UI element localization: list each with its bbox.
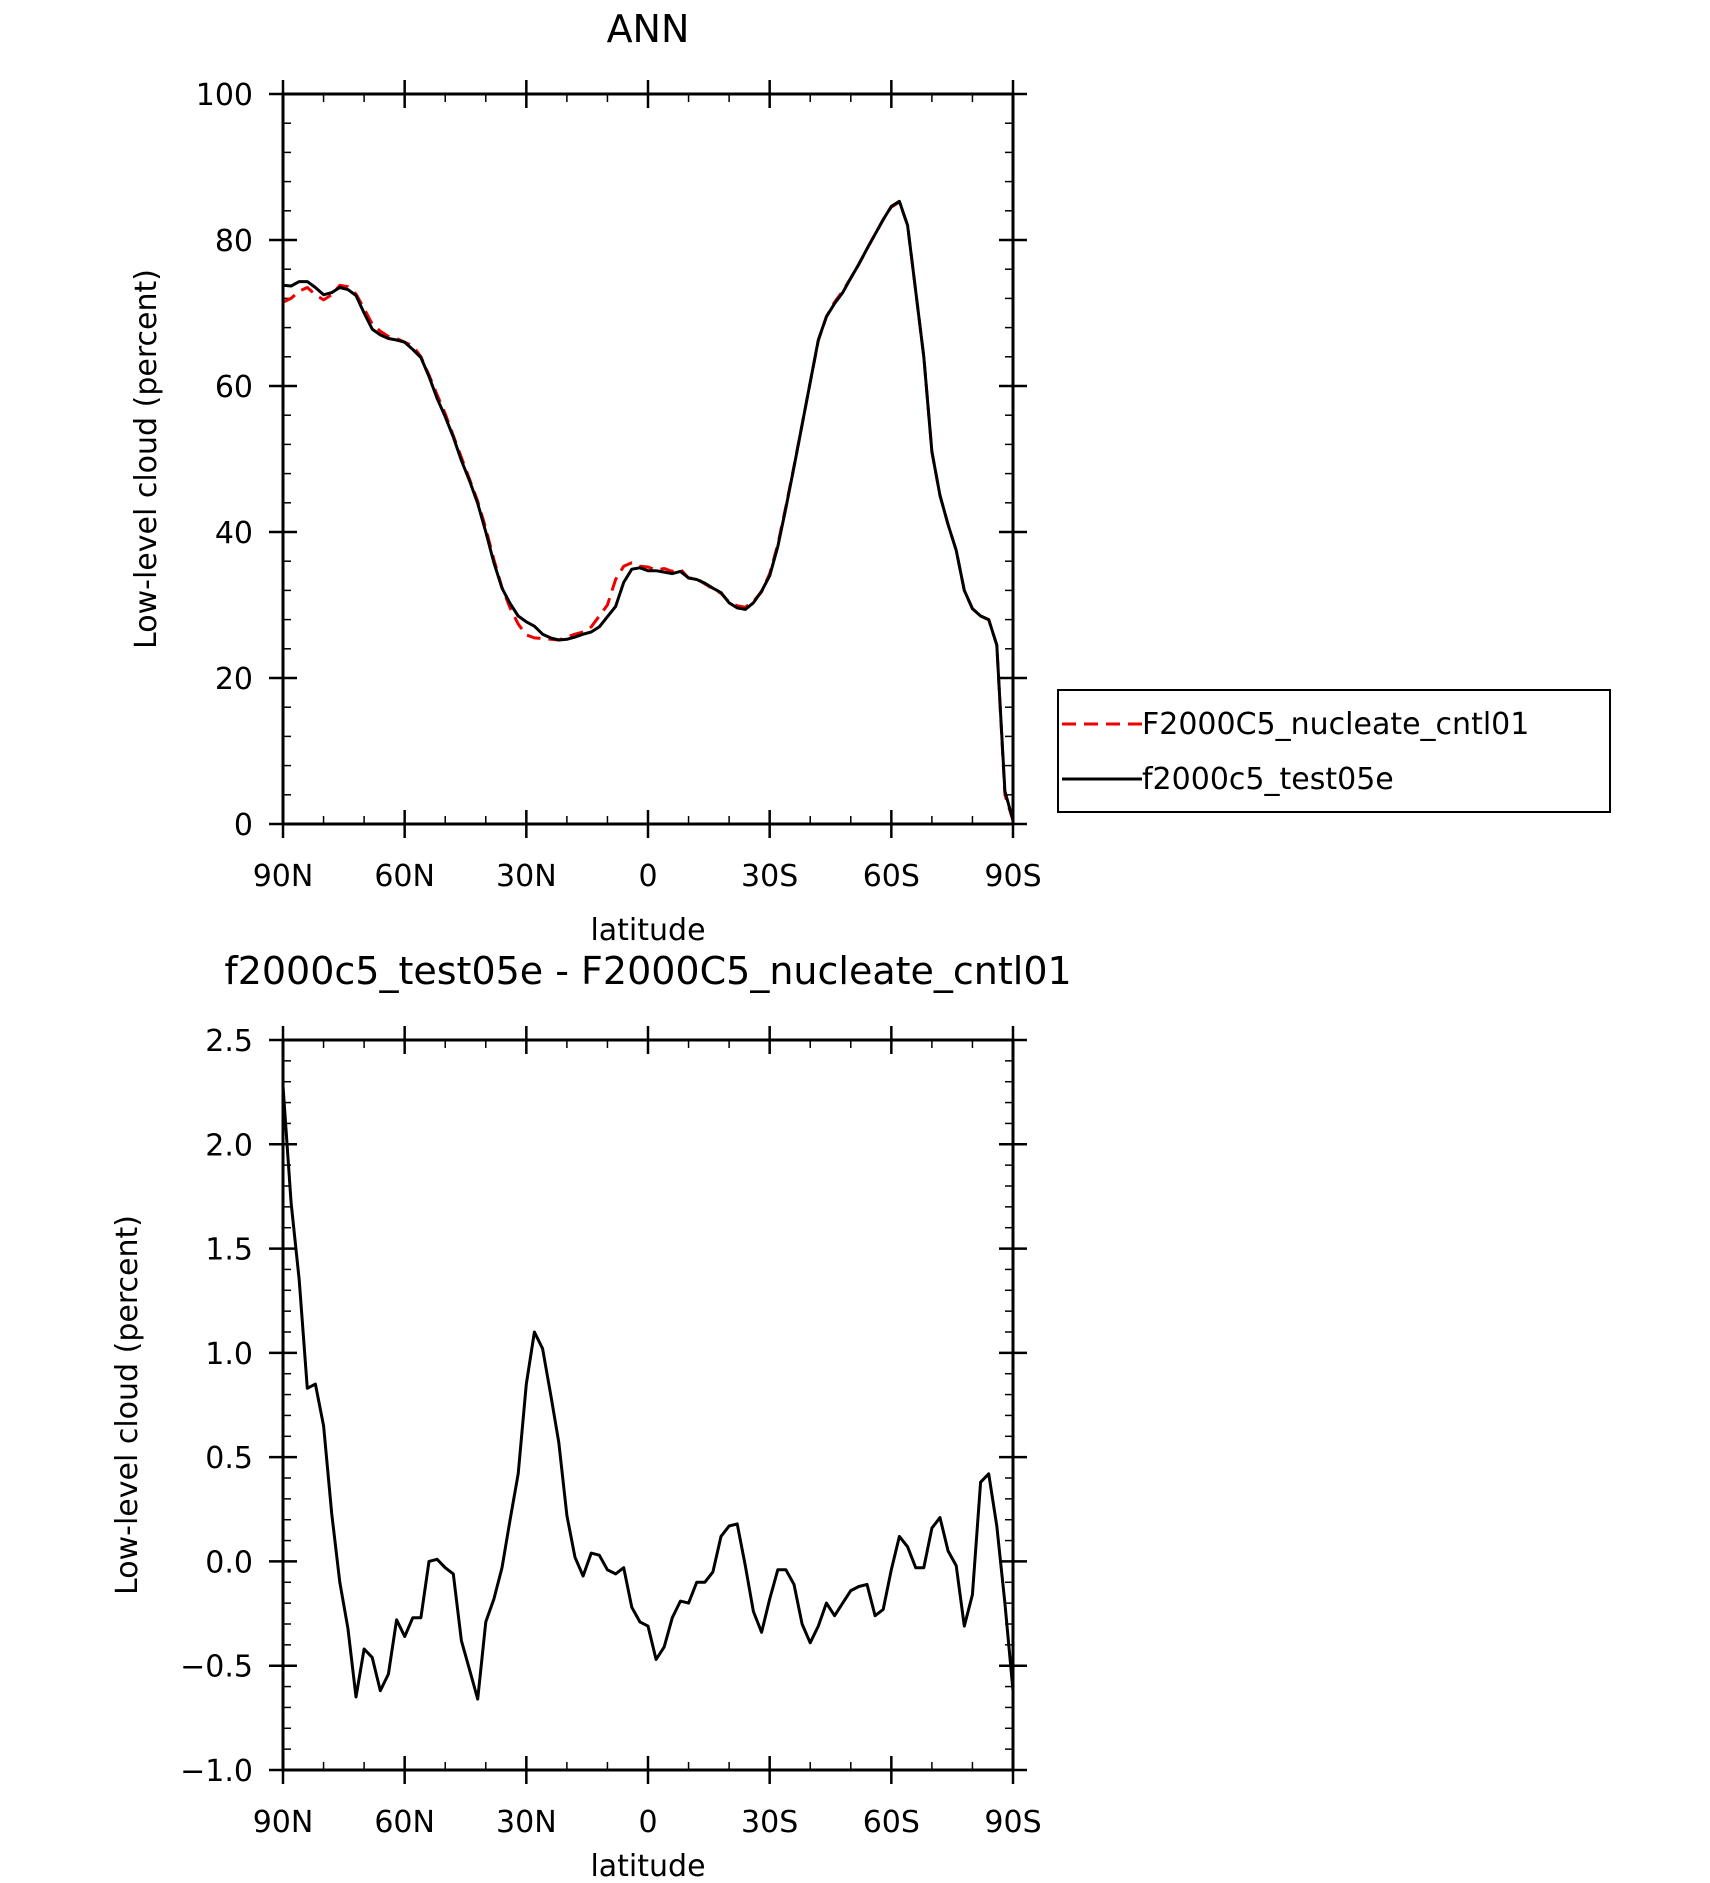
bot-x-tick-label: 30N <box>496 1805 557 1840</box>
bot-series-line-0 <box>281 1085 1015 1701</box>
legend-label-cntl: F2000C5_nucleate_cntl01 <box>1142 707 1529 742</box>
bot-x-tick-label: 90N <box>253 1805 314 1840</box>
top-y-tick-label: 80 <box>215 224 253 259</box>
bot-y-tick-label: 1.5 <box>205 1233 253 1268</box>
top-panel: ANN 0 20 40 60 80 100 90N 60N 30N 0 30S 60S 90S lat… <box>129 7 1611 948</box>
bottom-x-tick-labels: 90N 60N 30N 0 30S 60S 90S <box>253 1805 1042 1840</box>
bot-y-tick-label: −1.0 <box>180 1754 253 1789</box>
bot-x-tick-label: 90S <box>984 1805 1041 1840</box>
top-x-tick-label: 90S <box>984 859 1041 894</box>
legend-label-test: f2000c5_test05e <box>1142 762 1394 797</box>
bot-y-tick-label: 2.5 <box>205 1024 253 1059</box>
bot-y-tick-label: 2.0 <box>205 1128 253 1163</box>
bot-x-tick-label: 60S <box>863 1805 920 1840</box>
bottom-y-axis-label: Low-level cloud (percent) <box>110 1215 145 1595</box>
top-y-tick-label: 100 <box>196 78 253 113</box>
top-y-axis-label: Low-level cloud (percent) <box>129 269 164 649</box>
bot-y-tick-label: 0.0 <box>205 1545 253 1580</box>
top-series-lines <box>282 199 1015 821</box>
top-y-tick-label: 40 <box>215 516 253 551</box>
bot-y-tick-label: 1.0 <box>205 1337 253 1372</box>
legend-box <box>1057 689 1611 813</box>
top-x-tick-label: 60S <box>863 859 920 894</box>
top-plot-frame <box>281 92 1015 826</box>
legend: F2000C5_nucleate_cntl01 f2000c5_test05e <box>1057 689 1611 813</box>
top-x-tick-label: 30S <box>741 859 798 894</box>
top-x-tick-label: 30N <box>496 859 557 894</box>
bot-x-tick-label: 0 <box>638 1805 657 1840</box>
bot-x-tick-label: 30S <box>741 1805 798 1840</box>
top-series-line-1 <box>282 199 1015 821</box>
top-ticks <box>269 80 1027 838</box>
bottom-x-axis-label: latitude <box>590 1849 705 1883</box>
bot-x-tick-label: 60N <box>374 1805 435 1840</box>
bot-y-tick-label: −0.5 <box>180 1650 253 1685</box>
bottom-y-tick-labels: −1.0 −0.5 0.0 0.5 1.0 1.5 2.0 2.5 <box>180 1024 253 1789</box>
top-chart-title: ANN <box>607 7 690 51</box>
top-y-tick-label: 60 <box>215 370 253 405</box>
bottom-series-lines <box>281 1085 1015 1701</box>
bottom-panel: f2000c5_test05e - F2000C5_nucleate_cntl0… <box>110 949 1072 1883</box>
bottom-ticks <box>269 1026 1027 1784</box>
top-x-tick-label: 60N <box>374 859 435 894</box>
top-x-axis-label: latitude <box>590 913 705 948</box>
top-x-tick-labels: 90N 60N 30N 0 30S 60S 90S <box>253 859 1042 894</box>
bottom-plot-frame <box>281 1038 1015 1772</box>
bottom-chart-title: f2000c5_test05e - F2000C5_nucleate_cntl0… <box>224 949 1071 993</box>
top-x-tick-label: 0 <box>638 859 657 894</box>
top-y-tick-label: 0 <box>234 808 253 843</box>
top-x-tick-label: 90N <box>253 859 314 894</box>
top-y-tick-label: 20 <box>215 662 253 697</box>
top-y-tick-labels: 0 20 40 60 80 100 <box>196 78 253 843</box>
top-series-line-0 <box>282 200 1015 821</box>
bot-y-tick-label: 0.5 <box>205 1441 253 1476</box>
